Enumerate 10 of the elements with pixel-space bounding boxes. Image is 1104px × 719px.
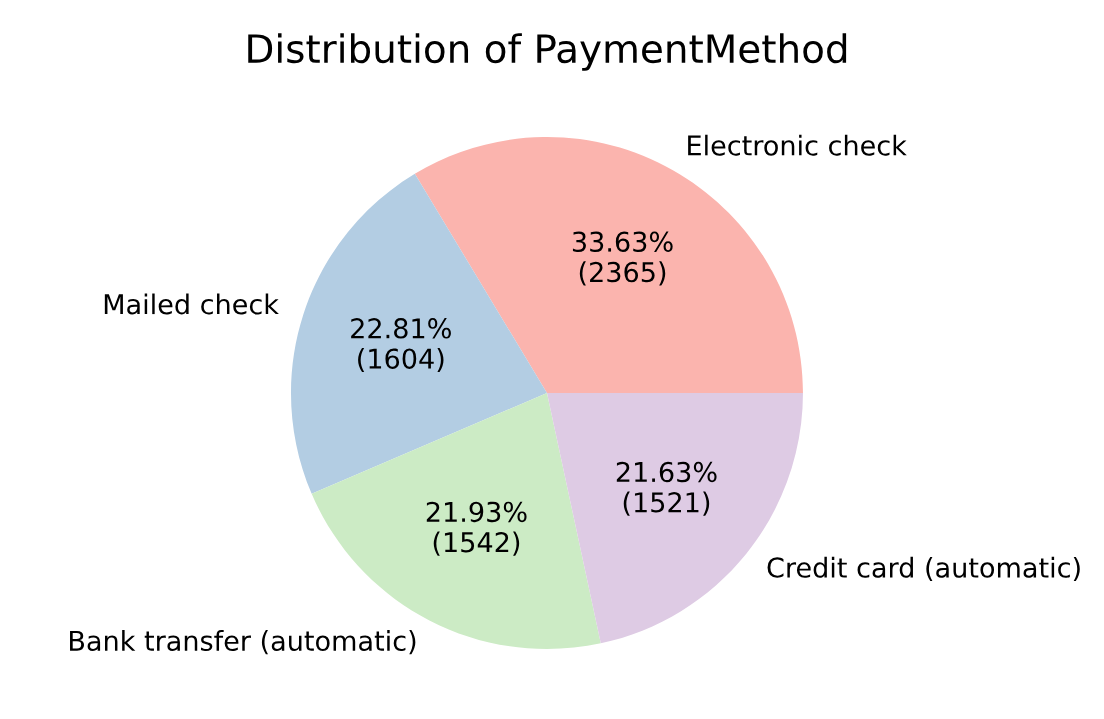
chart-title: Distribution of PaymentMethod xyxy=(248,33,847,71)
slice-label: Credit card (automatic) xyxy=(767,556,1080,582)
pie-slice xyxy=(291,173,547,494)
data-label: 33.63% (2365) xyxy=(572,231,673,286)
data-label: 21.63% (1521) xyxy=(616,461,717,516)
slice-label: Electronic check xyxy=(688,134,907,156)
slice-label: Mailed check xyxy=(104,293,279,315)
data-label: 21.93% (1542) xyxy=(426,501,527,556)
data-label: 22.81% (1604) xyxy=(351,318,451,373)
slice-label: Bank transfer (automatic) xyxy=(70,630,416,655)
